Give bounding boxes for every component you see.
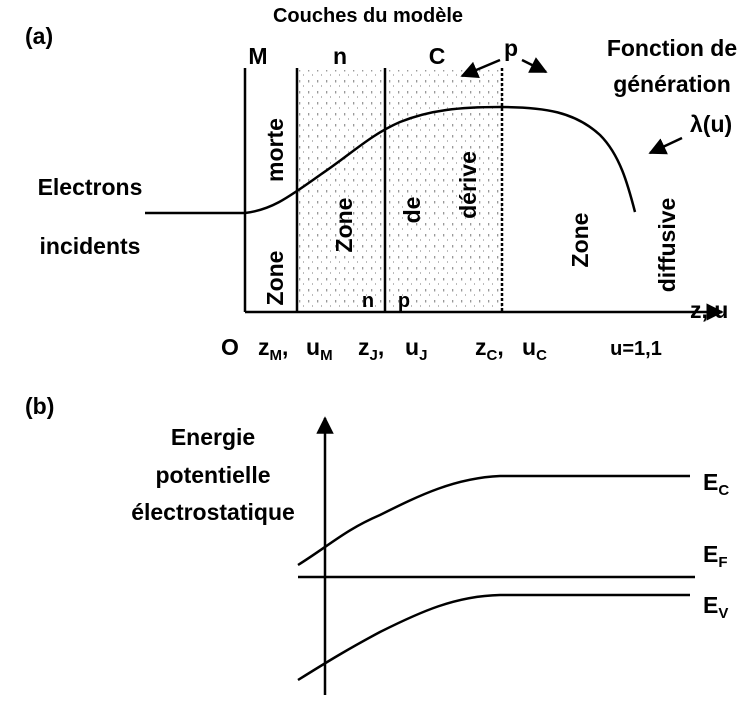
sub: M (270, 347, 283, 364)
layer: C (429, 43, 446, 69)
subscript-label: zJ, (358, 334, 384, 364)
tail: , (378, 334, 384, 360)
sub: V (718, 605, 728, 622)
subscript-label: uM (306, 334, 333, 364)
base: z (358, 334, 370, 360)
incident: incidents (40, 233, 141, 259)
title: Couches du modèle (273, 5, 463, 27)
subscript-label: zM, (258, 334, 288, 364)
zone-label: morte (262, 118, 288, 182)
zone-label: diffusive (654, 198, 680, 293)
y-label: Energie (171, 424, 255, 450)
layer: M (248, 43, 267, 69)
sub: C (718, 482, 729, 499)
subscript-label: EV (703, 592, 728, 622)
y-label: électrostatique (131, 499, 295, 525)
zone-label: dérive (455, 151, 481, 219)
panel-label: (a) (25, 23, 53, 49)
generation: génération (613, 71, 731, 97)
sub: C (536, 347, 547, 364)
zone-label: Zone (262, 251, 288, 306)
layer: n (333, 43, 347, 69)
incident: Electrons (38, 174, 143, 200)
base: E (703, 541, 718, 567)
base: u (306, 334, 320, 360)
subscript-label: EC (703, 469, 729, 499)
lambda: λ(u) (690, 111, 732, 137)
sub: C (487, 347, 498, 364)
layer: p (504, 35, 518, 61)
base: u (405, 334, 419, 360)
generation: Fonction de (607, 35, 737, 61)
panel-b-lines (297, 416, 695, 695)
tail: , (497, 334, 503, 360)
axis-label: z, u (690, 297, 728, 323)
base: z (475, 334, 487, 360)
tail: , (282, 334, 288, 360)
zone-label: de (399, 197, 425, 224)
positions: zM, uM zJ, uJ zC, uC (258, 334, 547, 364)
subscript-label: EF (703, 541, 728, 571)
stipple (297, 70, 502, 312)
subscript-label: zC, (475, 334, 504, 364)
subscript-label: uJ (405, 334, 427, 364)
junction-label: n (362, 290, 374, 312)
sub: J (419, 347, 427, 364)
base: u (522, 334, 536, 360)
panel-a-lines (145, 57, 724, 321)
zone-label: Zone (567, 213, 593, 268)
base: z (258, 334, 270, 360)
origin: O (221, 334, 239, 360)
base: E (703, 592, 718, 618)
sub: J (370, 347, 378, 364)
panel-label: (b) (25, 393, 54, 419)
junction-label: p (398, 290, 410, 312)
subscript-label: uC (522, 334, 547, 364)
end-position: u=1,1 (610, 338, 662, 360)
sub: F (718, 554, 727, 571)
sub: M (320, 347, 333, 364)
zone-label: Zone (331, 198, 357, 253)
y-label: potentielle (155, 462, 270, 488)
base: E (703, 469, 718, 495)
